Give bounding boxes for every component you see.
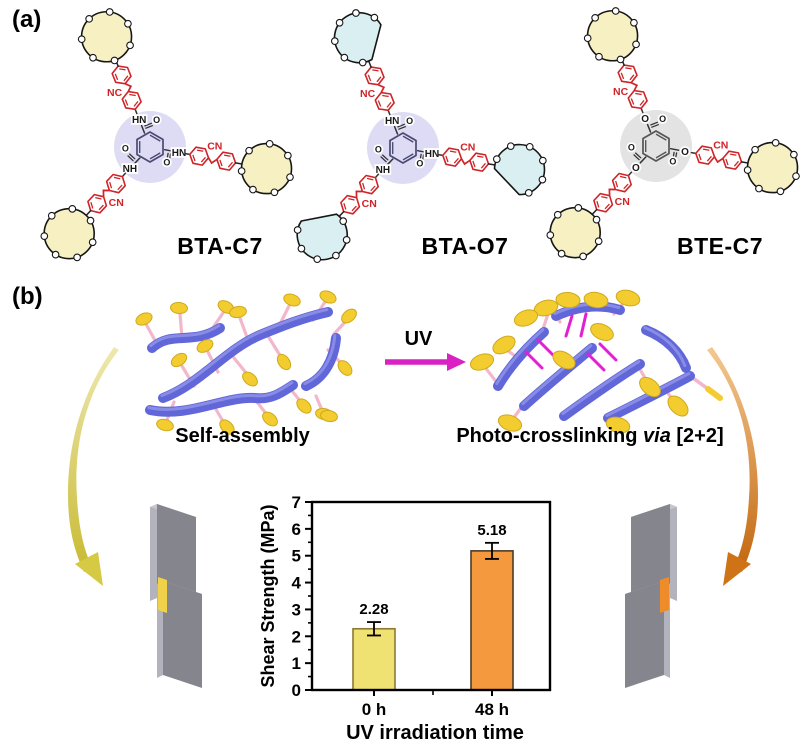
svg-text:O: O [406, 116, 413, 126]
svg-text:5.18: 5.18 [477, 522, 506, 539]
svg-text:UV irradiation time: UV irradiation time [346, 722, 524, 744]
svg-text:7: 7 [292, 493, 301, 512]
self-assembly-label: Self-assembly [175, 425, 310, 447]
svg-text:1: 1 [292, 654, 301, 673]
crosslinked-fibers [469, 289, 723, 434]
svg-text:2: 2 [292, 627, 301, 646]
svg-text:O: O [153, 115, 160, 125]
uv-label: UV [404, 328, 433, 350]
svg-text:O: O [416, 158, 423, 168]
svg-text:O: O [641, 114, 649, 125]
assembly-fibers [135, 290, 357, 435]
svg-text:2.28: 2.28 [359, 601, 388, 618]
crosslink-label-post: [2+2] [670, 425, 724, 447]
svg-text:CN: CN [460, 141, 475, 153]
chart: 0 1 2 3 4 5 6 7 2.28 0 h 5.18 48 h Shear Strength (M… [258, 493, 552, 744]
panel-a-label: (a) [12, 6, 42, 33]
svg-text:NC: NC [360, 88, 376, 100]
svg-text:O: O [681, 147, 689, 158]
molecule-name-bte-c7: BTE-C7 [676, 233, 764, 259]
svg-text:HN: HN [385, 116, 399, 127]
svg-text:O: O [163, 157, 170, 167]
photo-crosslinked-network-illustration [469, 289, 723, 434]
svg-text:NC: NC [613, 86, 629, 98]
curved-arrow-right [707, 347, 758, 586]
svg-text:3: 3 [292, 600, 301, 619]
photo-crosslinking-label: Photo-crosslinking via [2+2] [440, 425, 740, 448]
uv-arrow [385, 353, 466, 371]
self-assembly-illustration [135, 290, 357, 435]
svg-text:4: 4 [292, 574, 302, 593]
molecule-name-bta-c7: BTA-C7 [177, 233, 263, 259]
molecular-structures: OHNNCOHNCNONHCNOHNNCOHNCNONHCNOONCOOCNOO… [40, 7, 800, 264]
svg-text:CN: CN [109, 197, 124, 209]
lap-shear-specimen-left [150, 504, 202, 688]
svg-text:O: O [628, 142, 635, 152]
svg-text:O: O [122, 143, 129, 153]
svg-text:5: 5 [292, 547, 301, 566]
svg-text:CN: CN [615, 196, 630, 208]
svg-text:CN: CN [207, 140, 222, 152]
svg-text:O: O [375, 144, 382, 154]
svg-text:6: 6 [292, 520, 301, 539]
svg-text:O: O [632, 163, 640, 174]
svg-text:HN: HN [172, 148, 186, 159]
svg-text:CN: CN [713, 139, 728, 151]
crosslink-label-via: via [643, 425, 671, 447]
svg-text:HN: HN [425, 149, 439, 160]
crosslink-label-pre: Photo-crosslinking [456, 425, 644, 447]
svg-text:HN: HN [132, 115, 146, 126]
svg-text:48 h: 48 h [475, 700, 509, 719]
svg-text:Shear Strength (MPa): Shear Strength (MPa) [258, 504, 278, 687]
svg-text:0 h: 0 h [362, 700, 387, 719]
svg-text:O: O [659, 114, 666, 124]
lap-shear-specimen-right [625, 504, 677, 688]
panel-b-label: (b) [12, 283, 43, 310]
svg-text:O: O [669, 156, 676, 166]
curved-arrow-left [68, 347, 119, 586]
molecule-name-bta-o7: BTA-O7 [421, 233, 509, 259]
svg-text:0: 0 [292, 681, 301, 700]
shear-strength-bar-chart: 0 1 2 3 4 5 6 7 2.28 0 h 5.18 48 h Shear Strength (M… [258, 493, 552, 744]
svg-text:CN: CN [362, 198, 377, 210]
svg-text:NC: NC [107, 87, 123, 99]
